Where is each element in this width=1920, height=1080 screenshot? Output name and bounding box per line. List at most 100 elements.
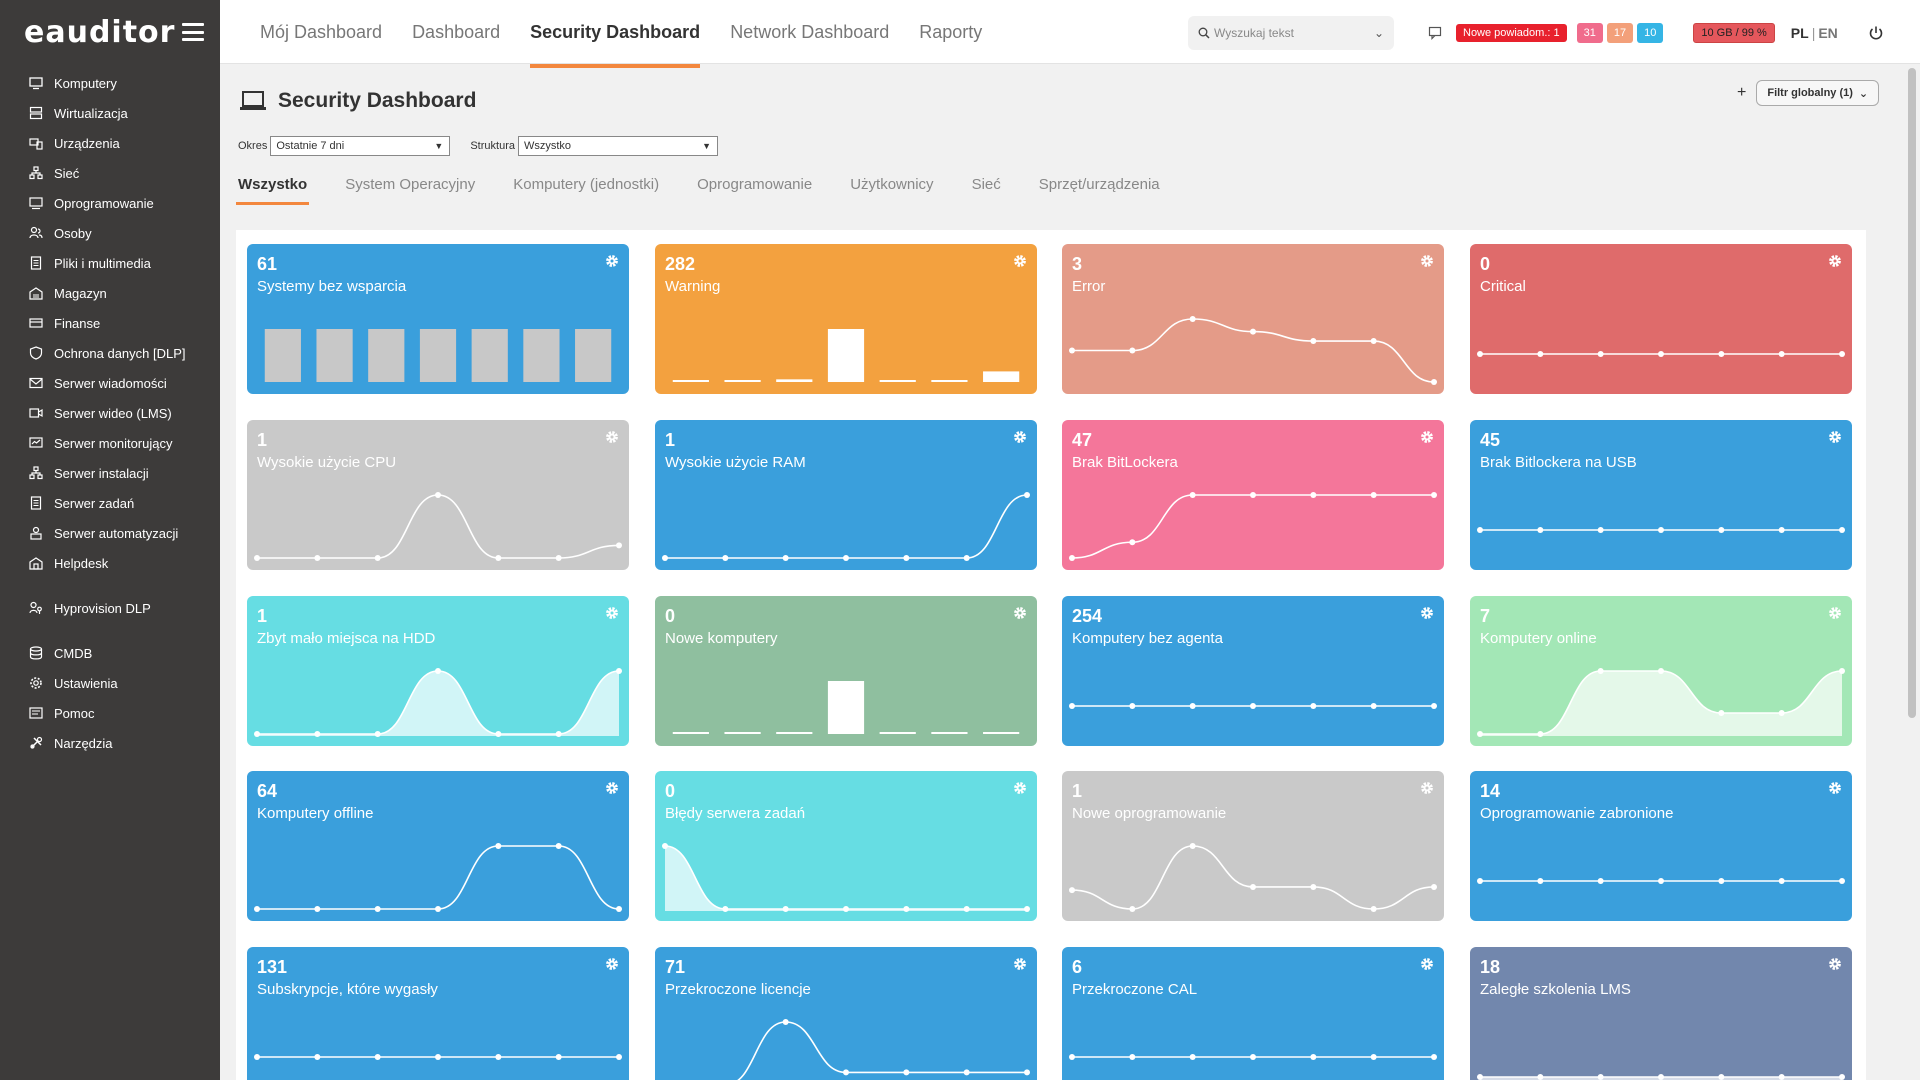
category-tab[interactable]: Sieć [971, 176, 1001, 193]
category-tab[interactable]: Wszystko [235, 176, 310, 206]
metric-tile[interactable]: 7 Komputery online [1470, 596, 1852, 746]
sidebar-item[interactable]: Serwer zadań [0, 488, 220, 518]
metric-tile[interactable]: 1 Nowe oprogramowanie [1062, 771, 1444, 921]
chart-point [722, 906, 729, 912]
gear-icon[interactable] [1828, 606, 1842, 620]
app-logo[interactable]: eauditor [24, 14, 176, 50]
message-icon[interactable] [1428, 26, 1442, 40]
metric-tile[interactable]: 71 Przekroczone licencje [655, 947, 1037, 1080]
page-scrollbar[interactable] [1904, 64, 1920, 1080]
sidebar-item[interactable]: Wirtualizacja [0, 98, 220, 128]
category-tab[interactable]: Oprogramowanie [697, 176, 813, 193]
gear-icon[interactable] [605, 957, 619, 971]
gear-icon[interactable] [1013, 781, 1027, 795]
metric-tile[interactable]: 14 Oprogramowanie zabronione [1470, 771, 1852, 921]
sidebar-item[interactable]: Finanse [0, 308, 220, 338]
gear-icon[interactable] [1420, 430, 1434, 444]
plus-icon[interactable]: + [1737, 84, 1747, 101]
period-select[interactable]: Ostatnie 7 dni ▼ [270, 136, 451, 156]
gear-icon[interactable] [605, 254, 619, 268]
chart-point [435, 1054, 441, 1060]
metric-tile[interactable]: 0 Critical [1470, 244, 1852, 394]
gear-icon[interactable] [1013, 430, 1027, 444]
gear-icon[interactable] [1828, 957, 1842, 971]
sidebar-item[interactable]: Narzędzia [0, 728, 220, 758]
gear-icon[interactable] [1013, 254, 1027, 268]
filter-global-button[interactable]: Filtr globalny (1) ⌄ [1756, 80, 1880, 106]
sidebar-item[interactable]: Komputery [0, 68, 220, 98]
sidebar-item[interactable]: Urządzenia [0, 128, 220, 158]
metric-tile[interactable]: 1 Wysokie użycie RAM [655, 420, 1037, 570]
category-tab[interactable]: System Operacyjny [345, 176, 476, 193]
top-tab[interactable]: Mój Dashboard [260, 21, 383, 42]
sidebar-item[interactable]: Hyprovision DLP [0, 593, 220, 623]
gear-icon[interactable] [605, 781, 619, 795]
power-icon[interactable] [1868, 25, 1884, 41]
hamburger-menu-icon[interactable] [182, 23, 204, 41]
sidebar-item[interactable]: Magazyn [0, 278, 220, 308]
gear-icon[interactable] [605, 606, 619, 620]
counter-badge[interactable]: 10 [1637, 23, 1664, 43]
sidebar-item[interactable]: Serwer automatyzacji [0, 518, 220, 548]
metric-tile[interactable]: 1 Zbyt mało miejsca na HDD [247, 596, 629, 746]
sidebar-item[interactable]: Serwer monitorujący [0, 428, 220, 458]
metric-tile[interactable]: 47 Brak BitLockera [1062, 420, 1444, 570]
sidebar-item[interactable]: Serwer wideo (LMS) [0, 398, 220, 428]
sidebar-item[interactable]: CMDB [0, 638, 220, 668]
chart-point [903, 555, 910, 561]
metric-tile[interactable]: 45 Brak Bitlockera na USB [1470, 420, 1852, 570]
metric-tile[interactable]: 6 Przekroczone CAL [1062, 947, 1444, 1080]
metric-tile[interactable]: 0 Nowe komputery [655, 596, 1037, 746]
storage-badge[interactable]: 10 GB / 99 % [1693, 23, 1775, 43]
sidebar-item[interactable]: Pomoc [0, 698, 220, 728]
metric-tile[interactable]: 282 Warning [655, 244, 1037, 394]
metric-tile[interactable]: 0 Błędy serwera zadań [655, 771, 1037, 921]
sidebar-item[interactable]: Oprogramowanie [0, 188, 220, 218]
metric-tile[interactable]: 61 Systemy bez wsparcia [247, 244, 629, 394]
chart-line [1072, 318, 1435, 383]
gear-icon[interactable] [1013, 606, 1027, 620]
counter-badge[interactable]: 17 [1606, 23, 1634, 43]
counter-badge[interactable]: 31 [1576, 23, 1603, 43]
sidebar-item[interactable]: Serwer wiadomości [0, 368, 220, 398]
category-tab[interactable]: Komputery (jednostki) [513, 176, 660, 193]
top-tab[interactable]: Dashboard [412, 21, 501, 42]
sidebar-item-label: Serwer monitorujący [54, 435, 173, 451]
gear-icon[interactable] [1420, 957, 1434, 971]
structure-select[interactable]: Wszystko ▼ [517, 136, 718, 156]
sidebar-item[interactable]: Ochrona danych [DLP] [0, 338, 220, 368]
lang-pl[interactable]: PL [1790, 25, 1809, 41]
metric-tile[interactable]: 3 Error [1062, 244, 1444, 394]
sidebar-item[interactable]: Ustawienia [0, 668, 220, 698]
metric-tile[interactable]: 131 Subskrypcje, które wygasły [247, 947, 629, 1080]
sidebar-item[interactable]: Helpdesk [0, 548, 220, 578]
chart-point [843, 555, 849, 561]
category-tab[interactable]: Użytkownicy [850, 176, 934, 193]
gear-icon[interactable] [605, 430, 619, 444]
metric-tile[interactable]: 64 Komputery offline [247, 771, 629, 921]
gear-icon[interactable] [1013, 957, 1027, 971]
gear-icon[interactable] [1828, 254, 1842, 268]
gear-icon[interactable] [1420, 606, 1434, 620]
sidebar-item[interactable]: Pliki i multimedia [0, 248, 220, 278]
chevron-down-icon[interactable]: ⌄ [1373, 26, 1384, 40]
gear-icon[interactable] [1828, 430, 1842, 444]
gear-icon[interactable] [1420, 781, 1434, 795]
metric-tile[interactable]: 1 Wysokie użycie CPU [247, 420, 629, 570]
gear-icon[interactable] [1828, 781, 1842, 795]
sidebar-item[interactable]: Osoby [0, 218, 220, 248]
tile-label: Wysokie użycie RAM [665, 454, 806, 471]
gear-icon[interactable] [1420, 254, 1434, 268]
top-tab[interactable]: Raporty [919, 21, 983, 42]
scroll-thumb[interactable] [1908, 68, 1916, 718]
sidebar-item[interactable]: Serwer instalacji [0, 458, 220, 488]
top-tab[interactable]: Network Dashboard [730, 21, 890, 42]
notification-badge[interactable]: Nowe powiadom.: 1 [1456, 24, 1567, 42]
top-tab[interactable]: Security Dashboard [530, 0, 701, 68]
sidebar-item[interactable]: Sieć [0, 158, 220, 188]
lang-en[interactable]: EN [1818, 25, 1838, 41]
search-box[interactable]: Wyszukaj tekst ⌄ [1188, 16, 1394, 50]
category-tab[interactable]: Sprzęt/urządzenia [1038, 176, 1160, 193]
metric-tile[interactable]: 254 Komputery bez agenta [1062, 596, 1444, 746]
metric-tile[interactable]: 18 Zaległe szkolenia LMS [1470, 947, 1852, 1080]
